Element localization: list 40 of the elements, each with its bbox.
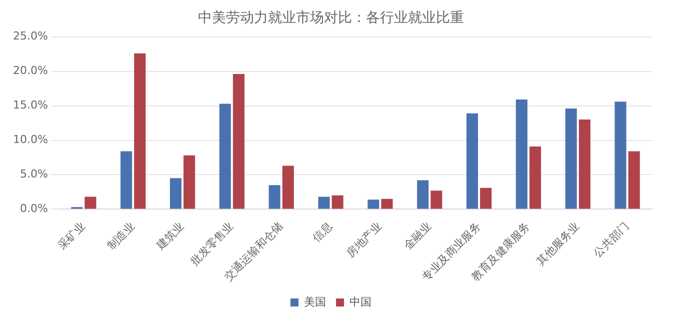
bar bbox=[170, 178, 182, 209]
bar bbox=[516, 100, 528, 209]
bar bbox=[219, 104, 231, 209]
bar bbox=[417, 180, 429, 209]
x-tick-label: 建筑业 bbox=[153, 220, 187, 254]
x-tick-label: 其他服务业 bbox=[534, 220, 582, 268]
y-tick-label: 0.0% bbox=[20, 202, 48, 216]
bar bbox=[368, 200, 380, 209]
bar bbox=[120, 151, 132, 209]
y-tick-label: 5.0% bbox=[20, 168, 48, 181]
x-tick-label: 金融业 bbox=[401, 220, 434, 252]
bar bbox=[84, 196, 96, 209]
bar bbox=[381, 198, 393, 209]
bar bbox=[466, 113, 478, 209]
x-tick-label: 信息 bbox=[310, 220, 335, 245]
bar bbox=[628, 151, 640, 209]
x-tick-label: 房地产业 bbox=[344, 220, 384, 260]
bar bbox=[430, 190, 442, 209]
y-tick-label: 10.0% bbox=[12, 133, 48, 146]
bar bbox=[332, 195, 344, 209]
bar bbox=[480, 188, 492, 209]
x-tick-label: 公共部门 bbox=[591, 220, 632, 260]
bar bbox=[578, 120, 590, 209]
chart-title: 中美劳动力就业市场对比：各行业就业比重 bbox=[198, 10, 464, 26]
legend-label: 美国 bbox=[304, 295, 326, 308]
x-tick-label: 采矿业 bbox=[55, 220, 88, 252]
x-tick-label: 制造业 bbox=[104, 220, 138, 252]
bar bbox=[134, 53, 146, 209]
y-tick-label: 20.0% bbox=[12, 64, 48, 78]
bar bbox=[318, 196, 330, 209]
bar bbox=[614, 102, 626, 209]
bar bbox=[529, 146, 542, 209]
y-tick-label: 15.0% bbox=[12, 98, 48, 112]
bar bbox=[268, 185, 280, 209]
legend-label: 中国 bbox=[350, 295, 372, 308]
y-tick-label: 25.0% bbox=[12, 30, 48, 43]
bar bbox=[184, 155, 196, 209]
bar bbox=[232, 74, 244, 209]
bar bbox=[282, 166, 294, 209]
bar bbox=[565, 108, 577, 209]
